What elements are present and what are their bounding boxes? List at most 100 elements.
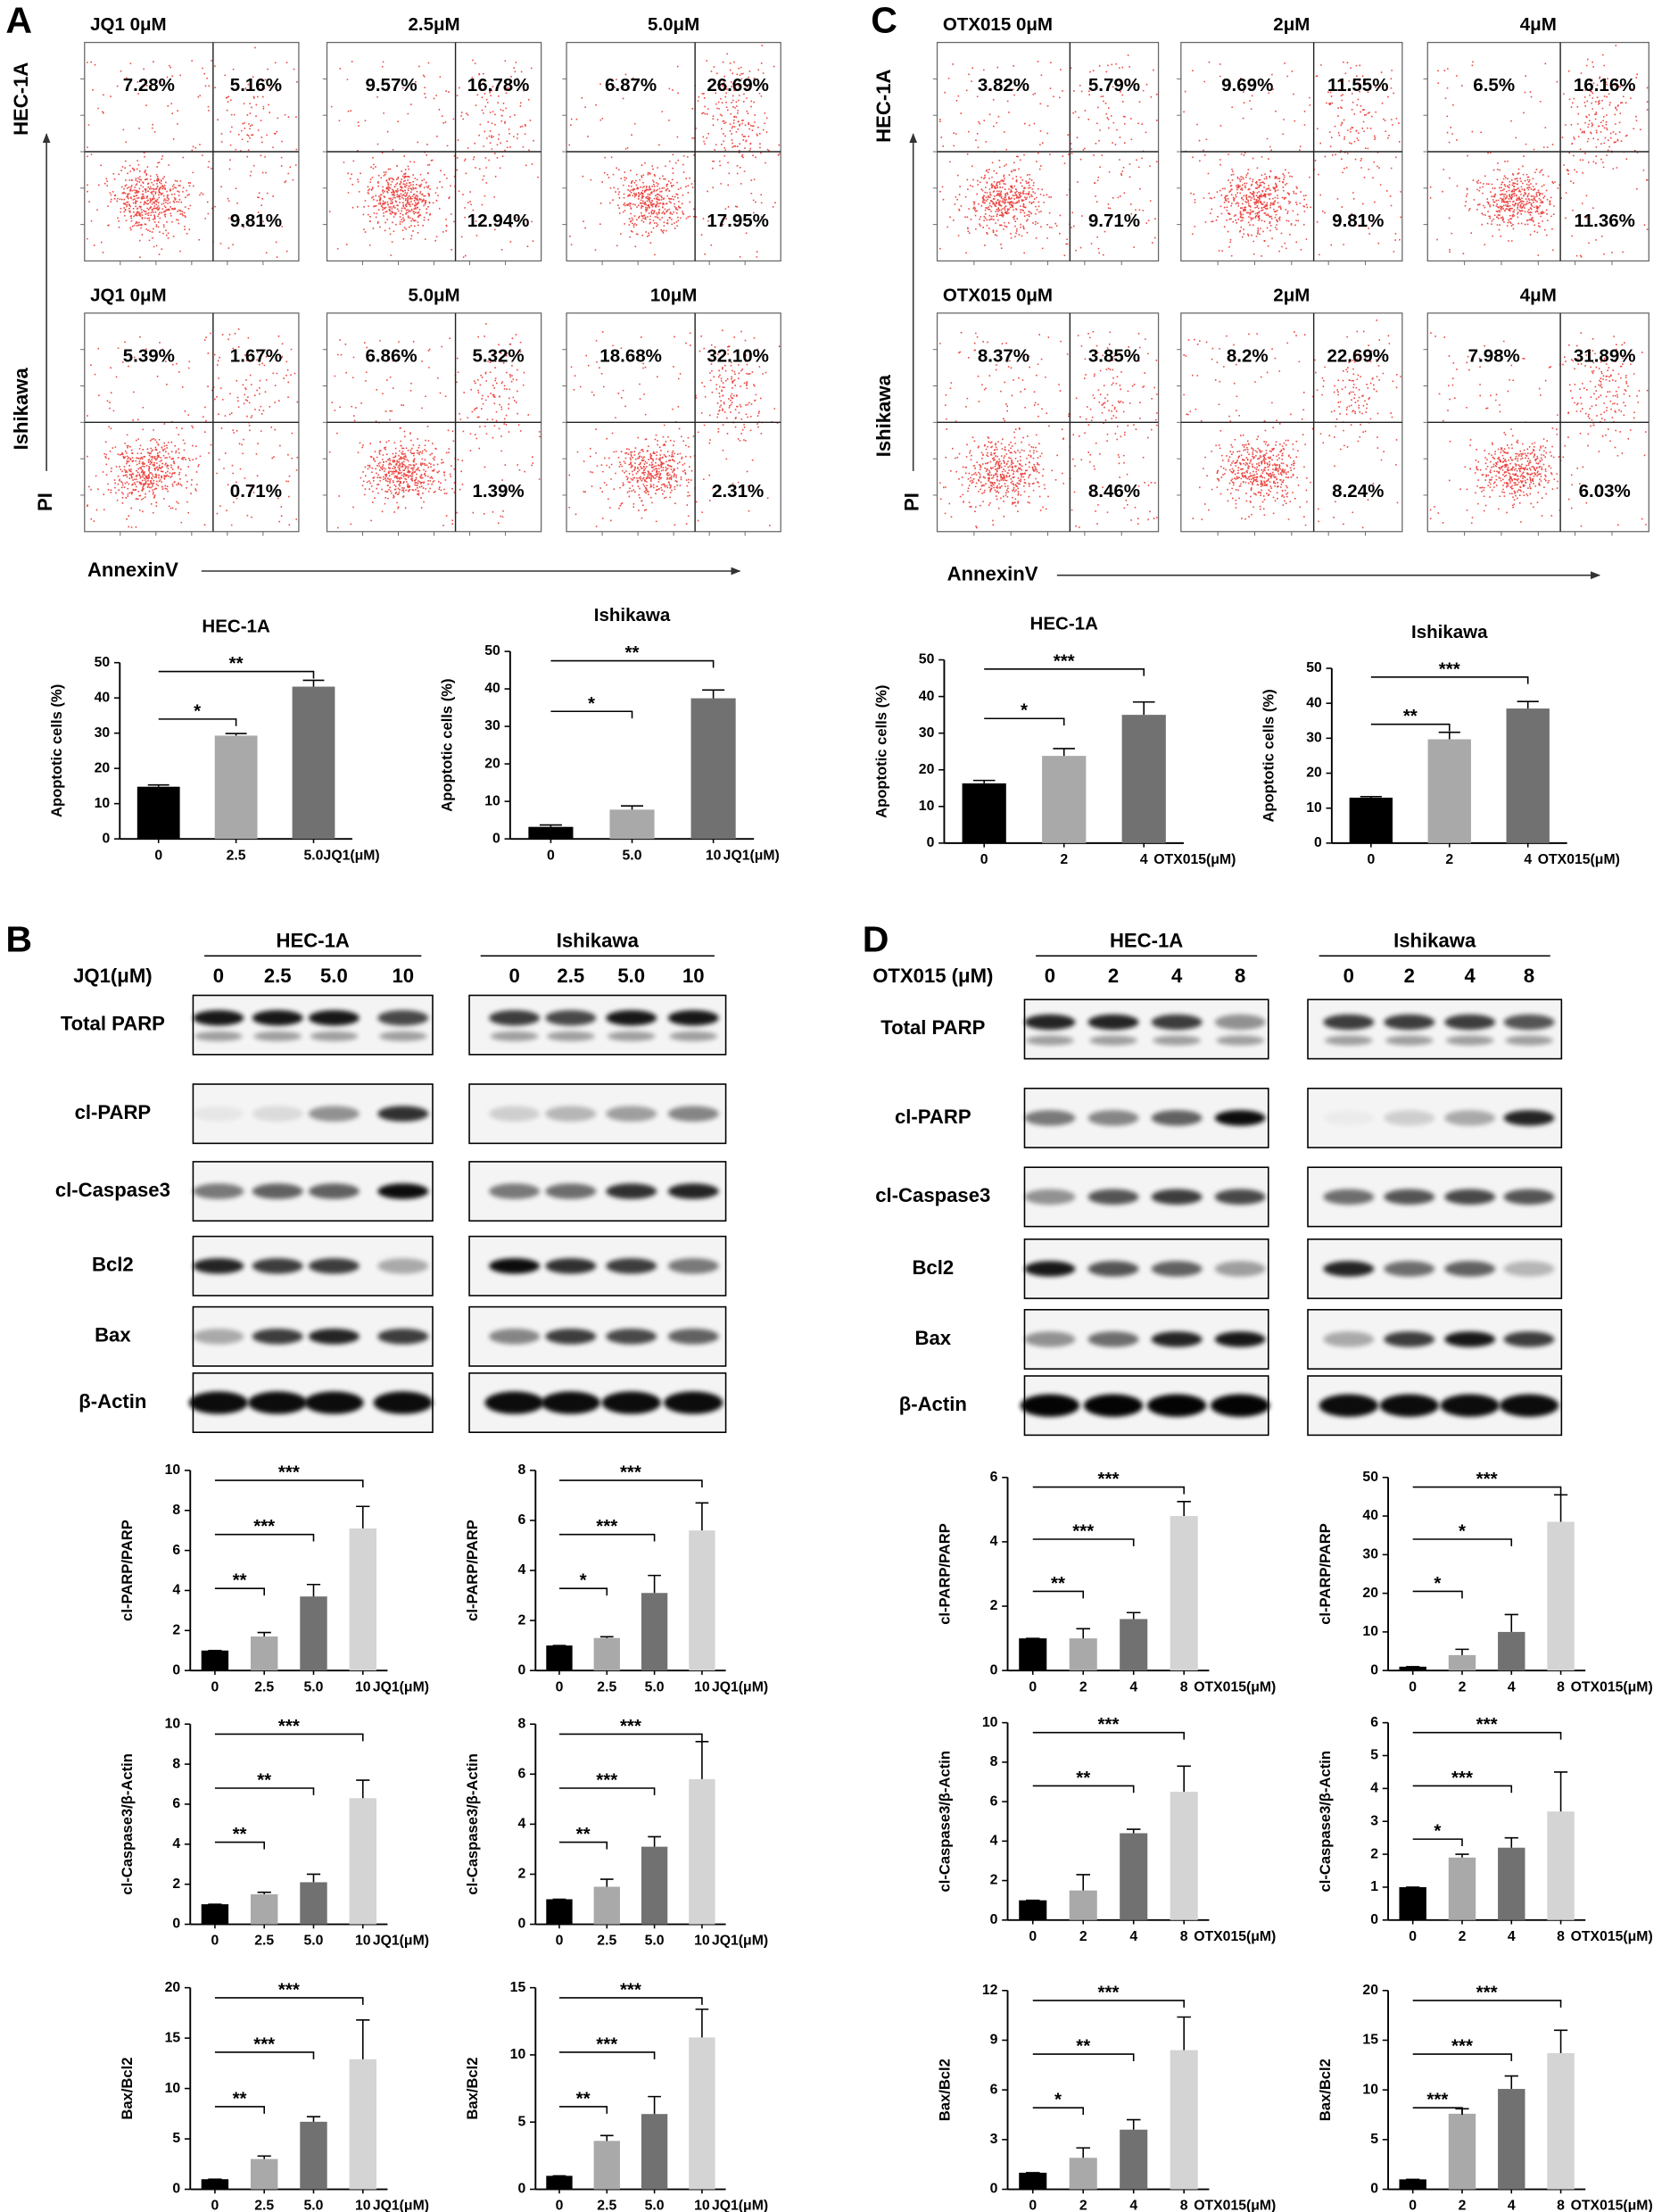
label: 4μM <box>1520 14 1557 35</box>
bar <box>689 1778 715 1925</box>
bar <box>1349 797 1393 843</box>
label: * <box>1021 700 1028 721</box>
label: 10 <box>355 1934 371 1949</box>
label: Bax/Bcl2 <box>464 2058 481 2120</box>
band <box>545 1258 597 1274</box>
band <box>308 1106 360 1122</box>
label: 16.78% <box>467 75 530 95</box>
error-bar <box>356 1505 370 1529</box>
band <box>1214 1110 1266 1126</box>
label: 5.0 <box>623 848 642 863</box>
label: 2.5 <box>254 2199 274 2212</box>
label: 11.55% <box>1327 75 1388 95</box>
label: 0 <box>1045 965 1055 987</box>
label: * <box>580 1570 587 1591</box>
label: 4 <box>1129 2199 1137 2212</box>
label: 2 <box>1459 2199 1467 2212</box>
error-bar <box>306 2116 321 2122</box>
band <box>1020 1394 1080 1417</box>
band <box>308 1183 360 1199</box>
label: 0 <box>1367 852 1375 867</box>
label: 0 <box>990 1912 998 1927</box>
band <box>193 1183 244 1199</box>
label: 10 <box>165 2081 181 2096</box>
label: 50 <box>919 652 935 667</box>
bar <box>1121 715 1166 843</box>
band <box>1083 1394 1144 1417</box>
label: *** <box>278 1979 300 2000</box>
band <box>545 1183 597 1199</box>
label: *** <box>1476 1469 1498 1489</box>
bar <box>641 1846 668 1925</box>
label: 4 <box>1140 852 1148 867</box>
label: 0 <box>172 1662 180 1678</box>
label: cl-PARP/PARP <box>936 1523 953 1625</box>
label: Bcl2 <box>912 1256 954 1279</box>
error-bar <box>1076 1628 1090 1639</box>
error-bar <box>1455 1853 1469 1858</box>
label: *** <box>1097 1982 1119 2002</box>
band <box>377 1183 429 1199</box>
significance-bracket <box>558 1997 703 2005</box>
label: 0 <box>1029 1679 1037 1694</box>
label: 2 <box>517 1867 525 1882</box>
band <box>1024 1110 1076 1126</box>
label: 5.0 <box>304 2199 324 2212</box>
label: 20 <box>1362 1983 1378 1998</box>
error-bar <box>1553 1494 1568 1522</box>
label: JQ1(μM) <box>324 848 380 863</box>
label: *** <box>596 2034 617 2054</box>
label: 6 <box>990 1794 998 1809</box>
label: 32.10% <box>707 345 769 366</box>
error-bar <box>225 733 247 736</box>
label: 2 <box>1079 2199 1087 2212</box>
label: OTX015 0μM <box>943 285 1053 305</box>
label: *** <box>1072 1521 1094 1542</box>
band <box>606 1183 657 1199</box>
label: 9 <box>990 2033 998 2048</box>
band <box>1499 1394 1559 1417</box>
band <box>193 1258 244 1274</box>
band <box>1024 1014 1076 1031</box>
label: 2.5 <box>227 848 246 863</box>
band <box>1087 1331 1139 1347</box>
label: 20 <box>919 762 935 777</box>
band <box>1211 1394 1270 1417</box>
band <box>606 1106 657 1122</box>
error-bar <box>1438 731 1460 740</box>
label: 40 <box>1306 695 1322 710</box>
label: 3.85% <box>1088 345 1140 366</box>
label: OTX015(μM) <box>1194 1679 1276 1694</box>
label: 10 <box>1362 1624 1378 1639</box>
error-bar <box>1076 2147 1090 2158</box>
label: 4 <box>990 1534 998 1549</box>
label: 0 <box>517 1662 525 1678</box>
label: 4 <box>1171 965 1183 987</box>
label: 0 <box>990 1662 998 1678</box>
bar <box>1120 2129 1148 2190</box>
label: 8 <box>1557 1929 1565 1944</box>
label: *** <box>278 1462 300 1483</box>
error-bar <box>356 2018 370 2059</box>
label: 8.37% <box>978 345 1029 366</box>
label: 2 <box>1060 852 1068 867</box>
error-bar <box>1177 2016 1191 2050</box>
label: *** <box>1451 1768 1473 1788</box>
label: 0 <box>1029 1929 1037 1944</box>
bar <box>250 1893 278 1925</box>
label: 0 <box>154 848 162 863</box>
band <box>252 1329 303 1345</box>
error-bar <box>1504 1836 1518 1848</box>
bar <box>1019 1638 1047 1671</box>
label: 4 <box>1129 1679 1137 1694</box>
bar <box>546 1899 573 1925</box>
error-bar <box>648 2095 661 2115</box>
label: 1.39% <box>473 481 525 501</box>
band <box>1026 1035 1074 1046</box>
label: 0 <box>172 1917 180 1932</box>
label: ** <box>1051 1573 1065 1594</box>
bar <box>349 1528 376 1671</box>
label: 0 <box>1343 965 1354 987</box>
significance-bracket <box>214 1479 364 1487</box>
band <box>1444 1110 1496 1126</box>
